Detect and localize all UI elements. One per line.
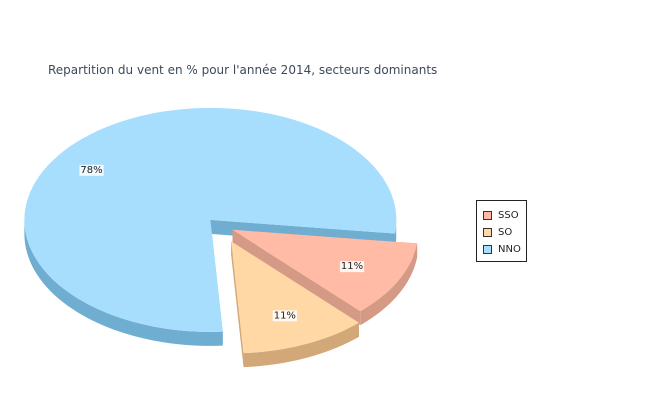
data-label-bg-sso	[339, 261, 365, 273]
pie-side-so	[243, 322, 360, 368]
data-label-bg-so	[272, 310, 297, 322]
legend-swatch-nno	[483, 245, 492, 254]
legend-label-so: SO	[498, 227, 513, 238]
legend: SSO SO NNO	[476, 200, 527, 262]
pie-side-nno	[24, 220, 223, 346]
data-label-bg-nno	[79, 164, 104, 176]
data-label-nno: 78%	[80, 165, 102, 176]
pie-face-sso-1	[232, 229, 361, 326]
pie-face-so-1	[231, 241, 244, 368]
pie-slice-so	[231, 241, 360, 354]
legend-label-sso: SSO	[498, 210, 519, 221]
pie-side-nno-1	[394, 224, 397, 248]
legend-item-nno: NNO	[483, 241, 526, 258]
data-label-sso: 11%	[341, 261, 363, 272]
legend-item-sso: SSO	[483, 207, 526, 224]
chart-title: Repartition du vent en % pour l'année 20…	[48, 63, 438, 77]
legend-item-so: SO	[483, 224, 526, 241]
pie-slice-sso	[232, 229, 418, 312]
legend-swatch-so	[483, 228, 492, 237]
pie-slice-nno	[24, 107, 397, 332]
legend-label-nno: NNO	[498, 244, 521, 255]
pie-side-sso	[360, 243, 418, 326]
legend-swatch-sso	[483, 211, 492, 220]
data-label-so: 11%	[274, 310, 296, 321]
